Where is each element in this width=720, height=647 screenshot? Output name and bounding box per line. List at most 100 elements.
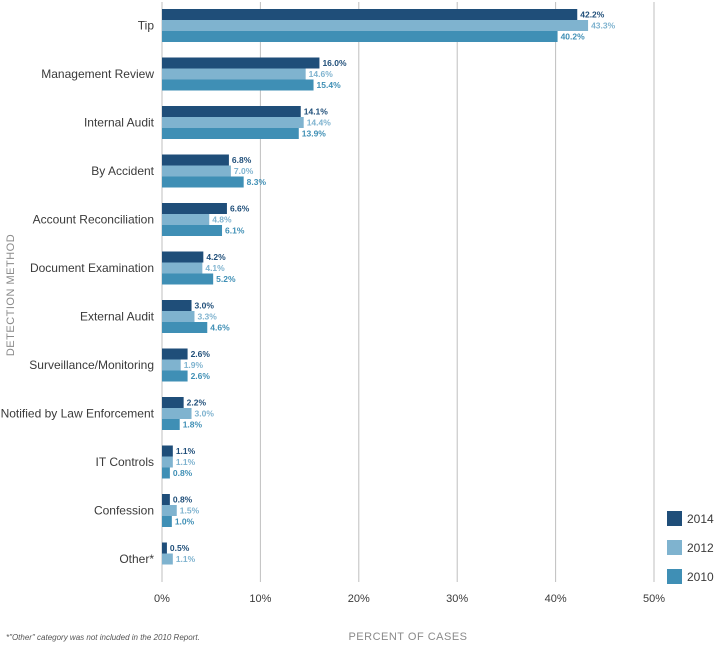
- x-tick-label: 0%: [154, 593, 170, 605]
- value-label-tip-2010: 40.2%: [561, 32, 586, 42]
- value-label-notified-by-law-enforcement-2010: 1.8%: [183, 420, 203, 430]
- bars: [162, 9, 589, 565]
- value-label-it-controls-2014: 1.1%: [176, 446, 196, 456]
- bar-it-controls-2014: [162, 445, 173, 457]
- category-label-by-accident: By Accident: [91, 164, 154, 178]
- bar-tip-2014: [162, 9, 578, 20]
- value-label-other-2014: 0.5%: [170, 543, 190, 553]
- category-label-external-audit: External Audit: [80, 310, 155, 324]
- category-label-confession: Confession: [94, 504, 154, 518]
- bar-by-accident-2014: [162, 154, 229, 166]
- value-label-tip-2012: 43.3%: [591, 21, 616, 31]
- bar-notified-by-law-enforcement-2012: [162, 408, 192, 419]
- value-labels: 42.2%43.3% 40.2% 16.0%14.6%15.4% 14.1%14.4%…: [170, 10, 616, 565]
- legend-label-2014: 2014: [687, 512, 714, 526]
- value-label-notified-by-law-enforcement-2012: 3.0%: [195, 409, 215, 419]
- bar-it-controls-2012: [162, 456, 173, 468]
- bar-tip-2010: [162, 31, 558, 42]
- category-label-management-review: Management Review: [41, 67, 154, 81]
- category-label-internal-audit: Internal Audit: [84, 116, 155, 130]
- bar-by-accident-2010: [162, 176, 244, 188]
- value-label-notified-by-law-enforcement-2014: 2.2%: [187, 398, 207, 408]
- legend-swatch-2010: [667, 569, 682, 584]
- bar-tip-2012: [162, 20, 589, 31]
- value-label-it-controls-2012: 1.1%: [176, 457, 196, 467]
- legend-swatch-2012: [667, 540, 682, 555]
- value-label-document-examination-2012: 4.1%: [205, 263, 225, 273]
- category-label-other: Other*: [119, 552, 154, 566]
- bar-external-audit-2012: [162, 311, 195, 322]
- bar-internal-audit-2012: [162, 117, 304, 128]
- bar-management-review-2010: [162, 79, 314, 91]
- value-label-confession-2010: 1.0%: [175, 517, 195, 527]
- category-label-document-examination: Document Examination: [30, 261, 154, 275]
- value-label-account-reconciliation-2012: 4.8%: [212, 215, 232, 225]
- value-label-internal-audit-2010: 13.9%: [302, 129, 327, 139]
- legend-swatch-2014: [667, 511, 682, 526]
- bar-external-audit-2014: [162, 300, 192, 311]
- value-label-account-reconciliation-2014: 6.6%: [230, 204, 250, 214]
- value-label-internal-audit-2012: 14.4%: [307, 118, 332, 128]
- value-label-surveillance-monitoring-2012: 1.9%: [184, 360, 204, 370]
- category-label-tip: Tip: [138, 19, 155, 33]
- x-tick-label: 40%: [545, 593, 567, 605]
- value-label-management-review-2010: 15.4%: [317, 80, 342, 90]
- bar-confession-2014: [162, 494, 170, 505]
- bar-notified-by-law-enforcement-2014: [162, 397, 184, 408]
- bar-notified-by-law-enforcement-2010: [162, 419, 180, 430]
- value-label-external-audit-2012: 3.3%: [197, 312, 217, 322]
- bar-account-reconciliation-2010: [162, 225, 223, 236]
- category-label-notified-by-law-enforcement: Notified by Law Enforcement: [1, 407, 155, 421]
- value-label-management-review-2014: 16.0%: [322, 58, 347, 68]
- value-label-it-controls-2010: 0.8%: [173, 468, 193, 478]
- value-label-by-accident-2014: 6.8%: [232, 155, 252, 165]
- value-label-surveillance-monitoring-2014: 2.6%: [191, 349, 211, 359]
- bar-surveillance-monitoring-2014: [162, 348, 188, 360]
- y-axis-title: DETECTION METHOD: [5, 234, 17, 356]
- value-label-document-examination-2010: 5.2%: [216, 274, 236, 284]
- value-label-confession-2012: 1.5%: [180, 506, 200, 516]
- category-label-it-controls: IT Controls: [96, 455, 154, 469]
- bar-management-review-2012: [162, 68, 306, 80]
- x-tick-labels: 0% 10% 20% 30% 40% 50%: [154, 593, 665, 605]
- bar-internal-audit-2014: [162, 106, 301, 117]
- bar-document-examination-2010: [162, 273, 214, 285]
- bar-management-review-2014: [162, 57, 320, 69]
- bar-other-2014: [162, 542, 167, 554]
- legend: 2014 2012 2010: [667, 511, 714, 584]
- value-label-internal-audit-2014: 14.1%: [304, 107, 329, 117]
- value-label-external-audit-2014: 3.0%: [195, 301, 215, 311]
- footnote: *"Other" category was not included in th…: [6, 633, 200, 642]
- legend-label-2012: 2012: [687, 541, 714, 555]
- bar-surveillance-monitoring-2012: [162, 359, 181, 371]
- bar-other-2012: [162, 553, 173, 565]
- bar-surveillance-monitoring-2010: [162, 370, 188, 382]
- x-axis-title: PERCENT OF CASES: [348, 631, 467, 643]
- value-label-tip-2014: 42.2%: [580, 10, 605, 20]
- x-tick-label: 20%: [348, 593, 370, 605]
- gridlines: [161, 2, 655, 582]
- x-tick-label: 30%: [446, 593, 468, 605]
- x-tick-label: 10%: [249, 593, 271, 605]
- value-label-document-examination-2014: 4.2%: [206, 252, 226, 262]
- value-label-external-audit-2010: 4.6%: [210, 323, 230, 333]
- bar-by-accident-2012: [162, 165, 231, 177]
- bar-external-audit-2010: [162, 322, 208, 333]
- value-label-management-review-2012: 14.6%: [309, 69, 334, 79]
- bar-document-examination-2012: [162, 262, 203, 274]
- value-label-confession-2014: 0.8%: [173, 495, 193, 505]
- value-label-other-2012: 1.1%: [176, 554, 196, 564]
- bar-confession-2012: [162, 505, 177, 516]
- value-label-surveillance-monitoring-2010: 2.6%: [191, 371, 211, 381]
- bar-account-reconciliation-2012: [162, 214, 210, 225]
- bar-document-examination-2014: [162, 251, 204, 263]
- bar-confession-2010: [162, 516, 172, 527]
- category-label-surveillance-monitoring: Surveillance/Monitoring: [29, 358, 154, 372]
- category-labels: Tip Management Review Internal Audit By Acc…: [1, 19, 155, 567]
- value-label-by-accident-2010: 8.3%: [247, 177, 267, 187]
- legend-label-2010: 2010: [687, 570, 714, 584]
- bar-account-reconciliation-2014: [162, 203, 227, 214]
- bar-internal-audit-2010: [162, 128, 299, 139]
- value-label-account-reconciliation-2010: 6.1%: [225, 226, 245, 236]
